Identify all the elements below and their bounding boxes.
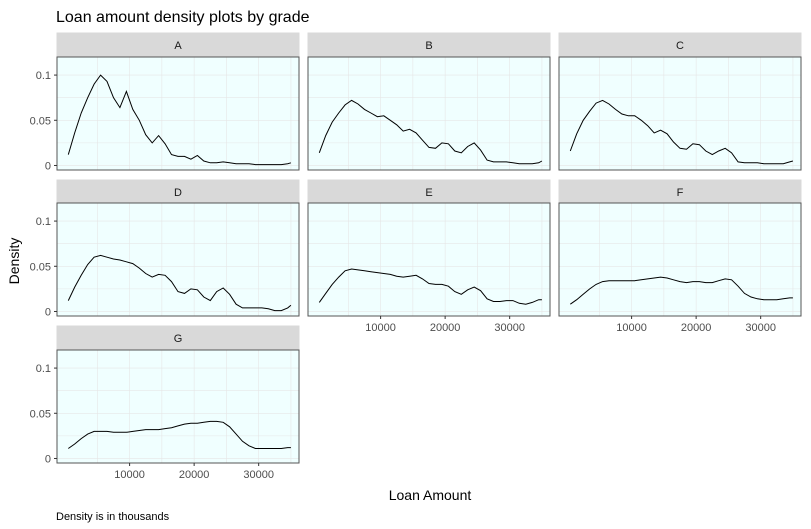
x-tick-label: 20000 bbox=[430, 322, 461, 334]
panel-background bbox=[57, 57, 299, 170]
y-tick-label: 0 bbox=[45, 453, 51, 465]
y-tick-label: 0.1 bbox=[36, 363, 51, 375]
facet-strip-g bbox=[56, 325, 300, 351]
facet-strip-f bbox=[558, 179, 802, 205]
facet-label-f: F bbox=[677, 187, 684, 199]
x-tick-label: 20000 bbox=[179, 469, 210, 481]
chart-title: Loan amount density plots by grade bbox=[56, 9, 310, 26]
x-tick-label: 30000 bbox=[494, 322, 525, 334]
panel-background bbox=[57, 350, 299, 463]
panel-background bbox=[559, 57, 801, 170]
panel-background bbox=[308, 57, 550, 170]
x-tick-label: 20000 bbox=[681, 322, 712, 334]
facet-panel-g: G 0 0.05 0.1 10000 20000 30000 bbox=[30, 325, 300, 481]
x-tick-label: 30000 bbox=[243, 469, 274, 481]
facet-panel-c: C bbox=[558, 32, 802, 171]
y-tick-label: 0.05 bbox=[30, 261, 51, 273]
facet-strip-e bbox=[307, 179, 551, 205]
y-tick-label: 0.05 bbox=[30, 115, 51, 127]
facet-strip-d bbox=[56, 179, 300, 205]
panel-border bbox=[307, 202, 551, 317]
y-tick-label: 0.1 bbox=[36, 70, 51, 82]
x-tick-label: 10000 bbox=[616, 322, 647, 334]
x-axis-title: Loan Amount bbox=[389, 487, 472, 503]
facet-label-e: E bbox=[425, 187, 432, 199]
facet-label-b: B bbox=[425, 40, 432, 52]
x-tick-label: 10000 bbox=[114, 469, 145, 481]
panel-background bbox=[57, 203, 299, 316]
panel-border bbox=[56, 349, 300, 464]
panel-background bbox=[559, 203, 801, 316]
panel-background bbox=[308, 203, 550, 316]
facet-label-d: D bbox=[174, 187, 182, 199]
facet-strip-a bbox=[56, 32, 300, 58]
panel-border bbox=[56, 56, 300, 171]
y-tick-label: 0 bbox=[45, 306, 51, 318]
facet-label-a: A bbox=[174, 40, 182, 52]
facet-label-g: G bbox=[174, 333, 183, 345]
x-tick-label: 10000 bbox=[365, 322, 396, 334]
facet-panels: A 0 0.05 0.1 B C D 0 0.05 0.1 E 10000 20000 30000 F 100… bbox=[30, 32, 802, 481]
density-line-f bbox=[570, 276, 793, 305]
facet-label-c: C bbox=[676, 40, 684, 52]
y-tick-label: 0.05 bbox=[30, 408, 51, 420]
density-line-a bbox=[67, 74, 292, 166]
facet-panel-d: D 0 0.05 0.1 bbox=[30, 179, 300, 318]
facet-panel-a: A 0 0.05 0.1 bbox=[30, 32, 300, 172]
density-line-c bbox=[569, 99, 794, 165]
panel-border bbox=[56, 202, 300, 317]
chart-caption: Density is in thousands bbox=[56, 511, 170, 523]
facet-panel-b: B bbox=[307, 32, 551, 171]
facet-panel-e: E 10000 20000 30000 bbox=[307, 179, 551, 334]
panel-border bbox=[558, 56, 802, 171]
y-tick-label: 0.1 bbox=[36, 216, 51, 228]
density-line-b bbox=[318, 99, 543, 165]
panel-border bbox=[307, 56, 551, 171]
density-line-d bbox=[67, 254, 292, 312]
density-line-g bbox=[68, 420, 291, 449]
x-tick-label: 30000 bbox=[745, 322, 776, 334]
density-line-e bbox=[318, 268, 542, 305]
y-tick-label: 0 bbox=[45, 160, 51, 172]
facet-panel-f: F 10000 20000 30000 bbox=[558, 179, 802, 334]
y-axis-title: Density bbox=[6, 238, 22, 285]
panel-border bbox=[558, 202, 802, 317]
facet-strip-b bbox=[307, 32, 551, 58]
